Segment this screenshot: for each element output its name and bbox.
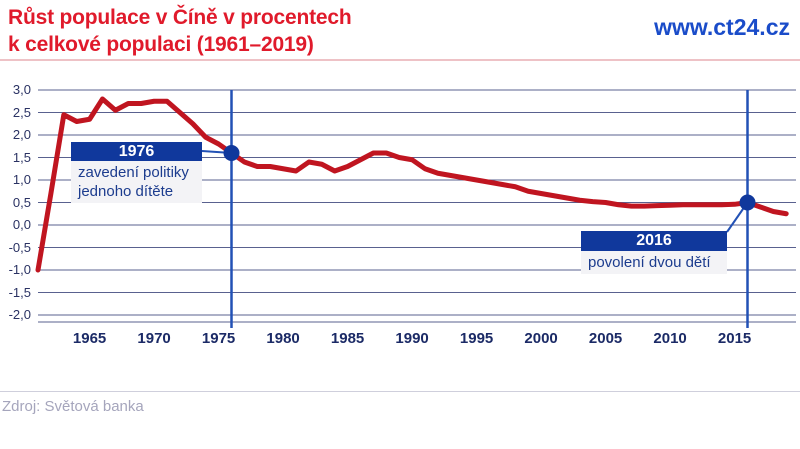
x-axis-label: 2005: [588, 330, 623, 347]
x-axis-label: 2015: [717, 330, 752, 347]
title-divider: [0, 59, 800, 61]
x-axis-label: 1985: [330, 330, 365, 347]
y-axis-label: 2,0: [12, 127, 31, 142]
y-axis-label: 0,0: [12, 217, 31, 232]
y-axis-label: 1,5: [12, 149, 31, 165]
x-axis-label: 2010: [653, 330, 687, 347]
y-axis-label: 3,0: [12, 82, 31, 97]
x-axis-label: 1980: [266, 330, 300, 347]
annotation-1976: 1976 zavedení politiky jednoho dítěte: [71, 142, 202, 203]
marker-dot: [739, 194, 756, 211]
title-line-1: Růst populace v Číně v procentech: [8, 6, 352, 29]
annotation-2016-year: 2016: [581, 231, 727, 251]
population-growth-line: [35, 96, 789, 273]
marker-dot: [223, 145, 240, 161]
y-axis-label: 1,0: [12, 172, 31, 187]
website-link[interactable]: www.ct24.cz: [654, 14, 790, 40]
x-axis-label: 1965: [72, 330, 107, 347]
x-axis-label: 2000: [524, 330, 558, 347]
page-title: Růst populace v Číně v procentech k celk…: [8, 4, 352, 58]
y-axis-label: -1,0: [8, 262, 31, 277]
title-line-2: k celkové populaci (1961–2019): [8, 33, 314, 56]
y-axis-label: -1,5: [8, 284, 31, 300]
y-axis-label: -0,5: [8, 239, 31, 255]
annotation-2016: 2016 povolení dvou dětí: [581, 231, 727, 274]
source-divider: [0, 391, 800, 392]
annotation-1976-year: 1976: [71, 142, 202, 161]
annotation-1976-text: zavedení politiky jednoho dítěte: [71, 161, 202, 203]
source-label: Zdroj: Světová banka: [2, 398, 144, 415]
y-axis-label: 2,5: [12, 104, 31, 120]
y-axis-label: -2,0: [8, 307, 31, 322]
x-axis-label: 1995: [459, 330, 494, 347]
x-axis-label: 1990: [395, 330, 429, 347]
annotation-1976-text-line2: jednoho dítěte: [78, 183, 174, 200]
x-axis-label: 1975: [201, 330, 236, 347]
annotation-1976-text-line1: zavedení politiky: [78, 164, 189, 181]
x-axis-label: 1970: [137, 330, 171, 347]
annotation-2016-text: povolení dvou dětí: [581, 251, 727, 274]
y-axis-label: 0,5: [12, 194, 31, 210]
